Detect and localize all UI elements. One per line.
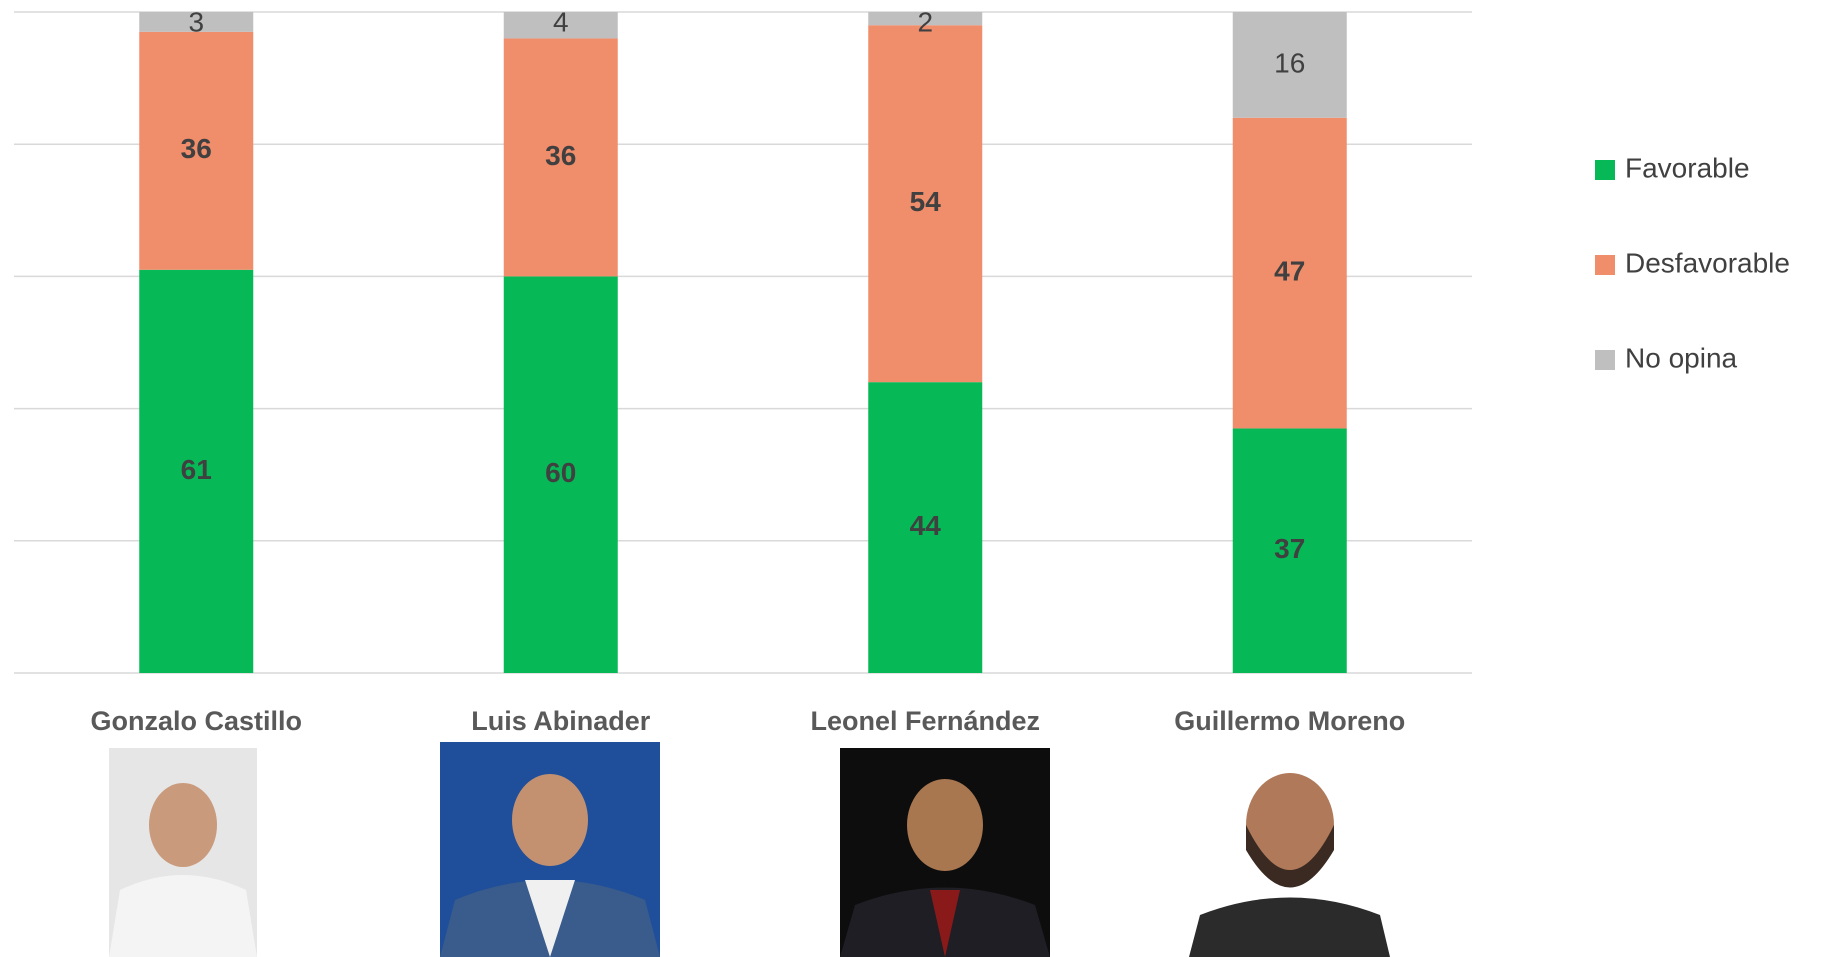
data-label: 36 — [181, 133, 212, 164]
data-label: 37 — [1274, 533, 1305, 564]
bar-segment — [868, 25, 983, 383]
bar-segment — [503, 38, 618, 277]
legend-label: Favorable — [1625, 152, 1750, 183]
candidate-photos — [109, 742, 1390, 957]
bar-segment — [868, 382, 983, 673]
bar-segment — [139, 31, 254, 270]
data-label: 47 — [1274, 255, 1305, 286]
bar-segment — [503, 276, 618, 673]
photo — [1189, 748, 1390, 957]
data-label: 36 — [545, 140, 576, 171]
legend-swatch — [1595, 255, 1615, 275]
bar-segment — [1232, 12, 1347, 118]
bar-segment — [503, 12, 618, 39]
data-label: 60 — [545, 457, 576, 488]
legend-label: Desfavorable — [1625, 247, 1790, 278]
data-label: 16 — [1274, 47, 1305, 78]
legend-swatch — [1595, 160, 1615, 180]
photo — [440, 742, 660, 957]
bar-segment — [139, 269, 254, 673]
data-label: 3 — [188, 6, 204, 37]
data-label: 61 — [181, 454, 212, 485]
x-tick-label: Luis Abinader — [471, 706, 651, 736]
data-label: 4 — [553, 6, 569, 37]
data-label: 44 — [910, 510, 942, 541]
bar-segment — [1232, 117, 1347, 429]
bar-segment — [1232, 428, 1347, 673]
photo — [109, 748, 257, 957]
x-tick-label: Leonel Fernández — [810, 706, 1040, 736]
data-label: 54 — [910, 186, 942, 217]
x-tick-label: Gonzalo Castillo — [90, 706, 302, 736]
legend-swatch — [1595, 350, 1615, 370]
photo — [840, 748, 1050, 957]
legend-label: No opina — [1625, 342, 1738, 373]
bar-segment — [139, 12, 254, 32]
x-tick-label: Guillermo Moreno — [1174, 706, 1405, 736]
bar-segment — [868, 12, 983, 26]
data-label: 2 — [917, 6, 933, 37]
